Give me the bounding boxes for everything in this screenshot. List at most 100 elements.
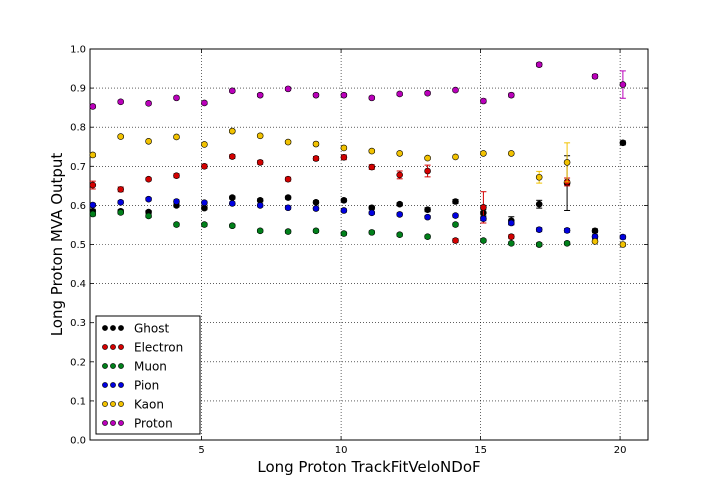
- data-point: [284, 175, 292, 183]
- data-point: [563, 227, 571, 234]
- legend-marker: [118, 363, 124, 369]
- data-point: [340, 144, 348, 152]
- data-point: [507, 219, 515, 227]
- legend-label-muon: Muon: [134, 360, 167, 374]
- data-point: [563, 240, 571, 247]
- data-point: [312, 91, 320, 99]
- series-proton: [89, 61, 627, 110]
- data-point: [619, 139, 627, 147]
- data-point: [145, 137, 152, 145]
- data-point: [173, 221, 180, 228]
- data-point: [396, 90, 403, 98]
- data-point: [507, 150, 515, 157]
- data-point: [368, 209, 376, 217]
- y-tick-label: 0.7: [70, 162, 86, 173]
- x-axis-label: Long Proton TrackFitVeloNDoF: [257, 458, 480, 476]
- data-point: [284, 204, 292, 212]
- y-tick-label: 0.6: [70, 201, 86, 212]
- data-point: [145, 100, 152, 107]
- data-point: [619, 81, 627, 88]
- data-point: [424, 213, 431, 221]
- legend-marker: [102, 363, 108, 369]
- data-point: [591, 73, 599, 80]
- data-point: [312, 155, 320, 162]
- data-point: [117, 133, 124, 140]
- legend-marker: [102, 382, 108, 388]
- data-point: [424, 233, 431, 240]
- series-ghost: [89, 139, 627, 235]
- data-point: [284, 138, 292, 146]
- data-point: [535, 241, 543, 248]
- data-point: [368, 147, 376, 155]
- legend-marker: [102, 344, 108, 350]
- data-point: [117, 186, 124, 193]
- legend-marker: [110, 420, 116, 426]
- data-point: [89, 151, 97, 159]
- legend: Ghost Electron Muon Pion Kaon Proton: [95, 315, 201, 435]
- legend-marker: [110, 344, 116, 350]
- data-point: [117, 98, 124, 106]
- data-point: [480, 97, 487, 105]
- data-point: [507, 240, 515, 247]
- data-point: [145, 175, 152, 183]
- legend-label-ghost: Ghost: [134, 322, 169, 336]
- data-point: [507, 233, 515, 240]
- legend-marker: [102, 401, 108, 407]
- data-point: [201, 163, 208, 170]
- data-point: [591, 238, 599, 245]
- y-tick-label: 0.9: [70, 84, 86, 95]
- x-tick-label: 20: [614, 445, 627, 456]
- data-point: [507, 91, 515, 99]
- data-point: [535, 226, 543, 233]
- data-point: [452, 221, 459, 228]
- data-point: [480, 150, 487, 157]
- data-point: [201, 199, 208, 206]
- data-point: [173, 133, 180, 141]
- data-point: [256, 132, 264, 140]
- y-tick-label: 0.4: [70, 279, 86, 290]
- x-tick-label: 5: [198, 445, 204, 456]
- data-point: [89, 103, 97, 110]
- data-point: [173, 94, 180, 102]
- legend-marker: [102, 420, 108, 426]
- data-point: [396, 200, 403, 208]
- y-tick-label: 0.1: [70, 396, 86, 407]
- data-point: [452, 198, 459, 205]
- y-tick-label: 0.2: [70, 357, 86, 368]
- data-point: [228, 153, 236, 160]
- data-point: [424, 154, 431, 162]
- legend-label-proton: Proton: [134, 417, 173, 431]
- data-marks: [89, 61, 627, 248]
- data-point: [340, 197, 348, 204]
- data-point: [89, 201, 97, 209]
- data-point: [201, 99, 208, 107]
- data-point: [480, 204, 487, 211]
- legend-marker: [118, 344, 124, 350]
- data-point: [535, 200, 543, 208]
- data-point: [340, 230, 348, 237]
- legend-marker: [118, 325, 124, 331]
- series-kaon: [89, 127, 627, 248]
- data-point: [452, 153, 459, 161]
- data-point: [480, 215, 487, 222]
- data-point: [89, 181, 97, 189]
- data-point: [145, 195, 152, 203]
- data-point: [228, 87, 236, 95]
- y-tick-label: 1.0: [70, 45, 86, 56]
- data-point: [452, 237, 459, 244]
- legend-marker: [110, 382, 116, 388]
- data-point: [312, 227, 320, 235]
- data-point: [396, 150, 403, 157]
- data-point: [535, 173, 543, 181]
- data-point: [117, 209, 124, 216]
- legend-marker: [102, 325, 108, 331]
- data-point: [424, 167, 431, 175]
- data-point: [284, 228, 292, 235]
- data-point: [201, 141, 208, 148]
- data-point: [89, 210, 97, 218]
- data-point: [340, 91, 348, 99]
- y-tick-label: 0.0: [70, 436, 86, 447]
- y-axis-label: Long Proton MVA Output: [48, 153, 66, 337]
- y-tick-label: 0.5: [70, 240, 86, 251]
